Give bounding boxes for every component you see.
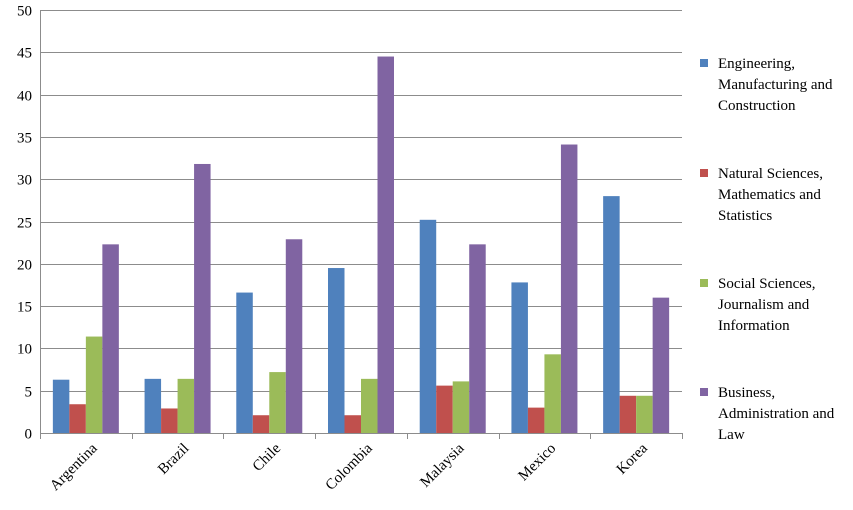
bar [527, 407, 545, 433]
y-tick-label: 10 [17, 342, 32, 358]
y-tick-label: 20 [17, 258, 32, 274]
legend-label-line: Business, [718, 385, 775, 401]
bar [469, 244, 486, 433]
legend-label-line: Construction [718, 98, 796, 114]
bar [652, 297, 670, 433]
bar [194, 163, 211, 434]
bar [285, 239, 303, 433]
x-tick-label: Malaysia [417, 440, 467, 490]
bar [252, 415, 270, 433]
bar [161, 408, 178, 433]
bar [85, 336, 103, 433]
gridlines [40, 10, 682, 434]
y-tick-label: 50 [17, 4, 32, 20]
x-tick-label: Mexico [516, 441, 560, 485]
bar [177, 378, 195, 433]
legend-label-line: Engineering, [718, 56, 795, 72]
x-tick-label: Chile [250, 440, 285, 475]
bar [603, 196, 620, 433]
x-tick-label: Korea [614, 440, 651, 477]
legend-label-line: Social Sciences, [718, 276, 815, 292]
legend: Engineering, Manufacturing and Constructio… [700, 56, 835, 443]
bar [560, 144, 578, 434]
legend-swatch [700, 279, 708, 287]
bar [344, 415, 361, 433]
bars [52, 56, 670, 434]
legend-swatch [700, 388, 708, 396]
y-tick-label: 25 [17, 216, 32, 232]
legend-label-line: Administration and [718, 406, 835, 422]
bar [102, 244, 119, 433]
x-tick-label: Brazil [155, 441, 192, 478]
bar [144, 378, 162, 433]
legend-label-line: Natural Sciences, [718, 166, 823, 182]
bar [619, 395, 637, 433]
y-tick-label: 15 [17, 300, 32, 316]
legend-label: Business, Administration and Law [718, 385, 835, 443]
bar [511, 282, 528, 433]
bar [328, 268, 345, 433]
bar [544, 354, 561, 433]
y-tick-label: 40 [17, 89, 32, 105]
bar [269, 372, 286, 433]
legend-swatch [700, 59, 708, 67]
x-tick-label: Colombia [323, 440, 376, 493]
legend-label-line: Law [718, 427, 745, 443]
legend-label-line: Mathematics and [718, 187, 821, 203]
legend-label-line: Manufacturing and [718, 77, 833, 93]
y-tick-label: 0 [25, 427, 33, 443]
legend-label: Engineering, Manufacturing and Constructio… [718, 56, 833, 114]
bar [419, 219, 437, 433]
x-tick-label: Argentina [47, 440, 101, 494]
bar [452, 381, 470, 433]
legend-swatch [700, 169, 708, 177]
legend-label-line: Information [718, 318, 790, 334]
bar [636, 395, 653, 433]
legend-label-line: Statistics [718, 208, 772, 224]
y-tick-label: 30 [17, 173, 32, 189]
y-tick-label: 45 [17, 46, 32, 62]
legend-label: Social Sciences, Journalism and Informatio… [718, 276, 815, 334]
y-tick-label: 5 [25, 385, 33, 401]
legend-label: Natural Sciences, Mathematics and Statisti… [718, 166, 823, 224]
bar [69, 404, 86, 433]
bar [361, 378, 378, 433]
bar [52, 379, 70, 433]
legend-label-line: Journalism and [718, 297, 810, 313]
bar [377, 56, 394, 433]
y-tick-label: 35 [17, 131, 32, 147]
bar [436, 385, 453, 433]
bar [236, 292, 253, 433]
